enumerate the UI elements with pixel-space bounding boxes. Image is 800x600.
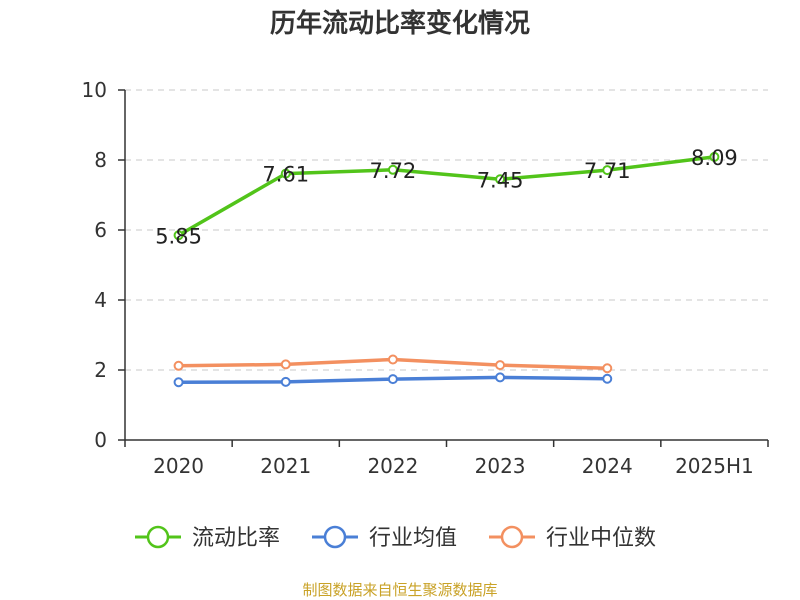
legend-label: 行业中位数 <box>546 526 656 551</box>
x-tick-label: 2025H1 <box>675 454 754 478</box>
data-point <box>387 354 398 365</box>
data-label: 5.85 <box>155 224 202 248</box>
data-point <box>387 374 398 385</box>
legend-item-2: 行业中位数 <box>489 525 656 551</box>
series-layer <box>173 151 720 388</box>
series-1 <box>173 372 613 388</box>
data-point <box>280 168 291 179</box>
x-tick-label: 2024 <box>582 454 633 478</box>
x-tick-label: 2020 <box>153 454 204 478</box>
data-point <box>495 360 506 371</box>
y-tick-label: 0 <box>94 428 107 452</box>
grid-lines <box>125 89 768 371</box>
series-line-0 <box>176 155 717 237</box>
data-point <box>602 165 613 176</box>
data-point <box>495 174 506 185</box>
y-tick-label: 4 <box>94 288 107 312</box>
x-tick-label: 2023 <box>475 454 526 478</box>
chart-title: 历年流动比率变化情况 <box>270 8 530 39</box>
data-point <box>173 377 184 388</box>
legend-label: 行业均值 <box>369 526 457 551</box>
data-point <box>495 372 506 383</box>
data-point <box>280 376 291 387</box>
data-label: 8.09 <box>691 146 738 170</box>
tick-labels: 0 2 4 6 8 10 2020 2021 2022 2023 2024 2025H1 <box>82 78 754 478</box>
series-2 <box>173 354 613 374</box>
y-tick-label: 2 <box>94 358 107 382</box>
axes <box>118 89 769 447</box>
data-point <box>173 360 184 371</box>
legend-marker <box>323 525 347 549</box>
data-point <box>280 359 291 370</box>
legend-marker <box>146 525 170 549</box>
data-label: 7.45 <box>477 168 524 192</box>
y-tick-label: 10 <box>82 78 107 102</box>
data-point <box>173 230 184 241</box>
legend-label: 流动比率 <box>192 526 280 551</box>
legend: 流动比率 行业均值 行业中位数 <box>135 525 656 551</box>
y-tick-label: 8 <box>94 148 107 172</box>
data-label: 7.71 <box>584 159 631 183</box>
source-note: 制图数据来自恒生聚源数据库 <box>302 581 497 599</box>
x-tick-label: 2022 <box>367 454 418 478</box>
data-label: 7.61 <box>262 163 309 187</box>
legend-marker <box>500 525 524 549</box>
series-0 <box>173 151 720 241</box>
data-point <box>387 164 398 175</box>
legend-item-1: 行业均值 <box>312 525 457 551</box>
x-tick-label: 2021 <box>260 454 311 478</box>
data-point <box>602 363 613 374</box>
data-label: 7.72 <box>370 159 417 183</box>
data-point <box>709 151 720 162</box>
y-tick-label: 6 <box>94 218 107 242</box>
data-point <box>602 373 613 384</box>
legend-item-0: 流动比率 <box>135 525 280 551</box>
data-labels: 5.85 7.61 7.72 7.45 7.71 8.09 <box>155 146 738 248</box>
